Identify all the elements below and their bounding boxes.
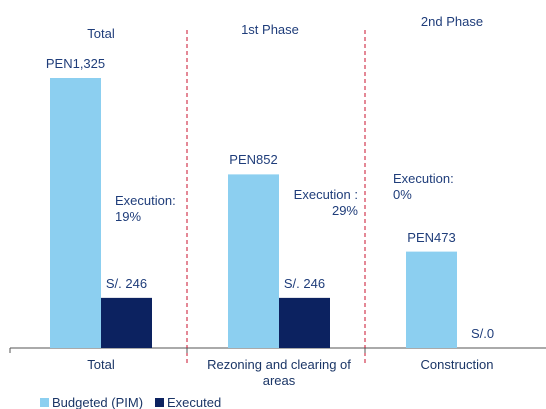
bar — [406, 251, 457, 348]
value-label: S/. 246 — [283, 275, 326, 291]
value-label: S/. 246 — [105, 275, 148, 291]
annotation: Execution : 29% — [293, 187, 358, 218]
bar — [50, 78, 101, 348]
x-tick-label: Construction — [420, 357, 494, 372]
value-label: S/.0 — [470, 326, 495, 341]
legend-label: Budgeted (PIM) — [52, 395, 144, 409]
legend-swatch — [40, 398, 49, 407]
legend-swatch — [155, 398, 164, 407]
value-label: PEN852 — [229, 152, 278, 168]
annotation: 2nd Phase — [420, 14, 484, 29]
bar — [279, 297, 330, 348]
bar — [228, 174, 279, 348]
annotation: Execution: 19% — [115, 193, 176, 224]
x-tick-label: Total — [87, 357, 115, 372]
value-label: PEN1,325 — [45, 56, 106, 71]
annotation: 1st Phase — [241, 22, 299, 37]
bar — [101, 297, 152, 348]
value-label: PEN473 — [407, 229, 456, 245]
x-tick-label: Rezoning and clearing of areas — [207, 357, 351, 388]
legend-label: Executed — [167, 395, 222, 409]
annotation: Total — [87, 26, 115, 41]
annotation: Execution: 0% — [393, 171, 454, 202]
